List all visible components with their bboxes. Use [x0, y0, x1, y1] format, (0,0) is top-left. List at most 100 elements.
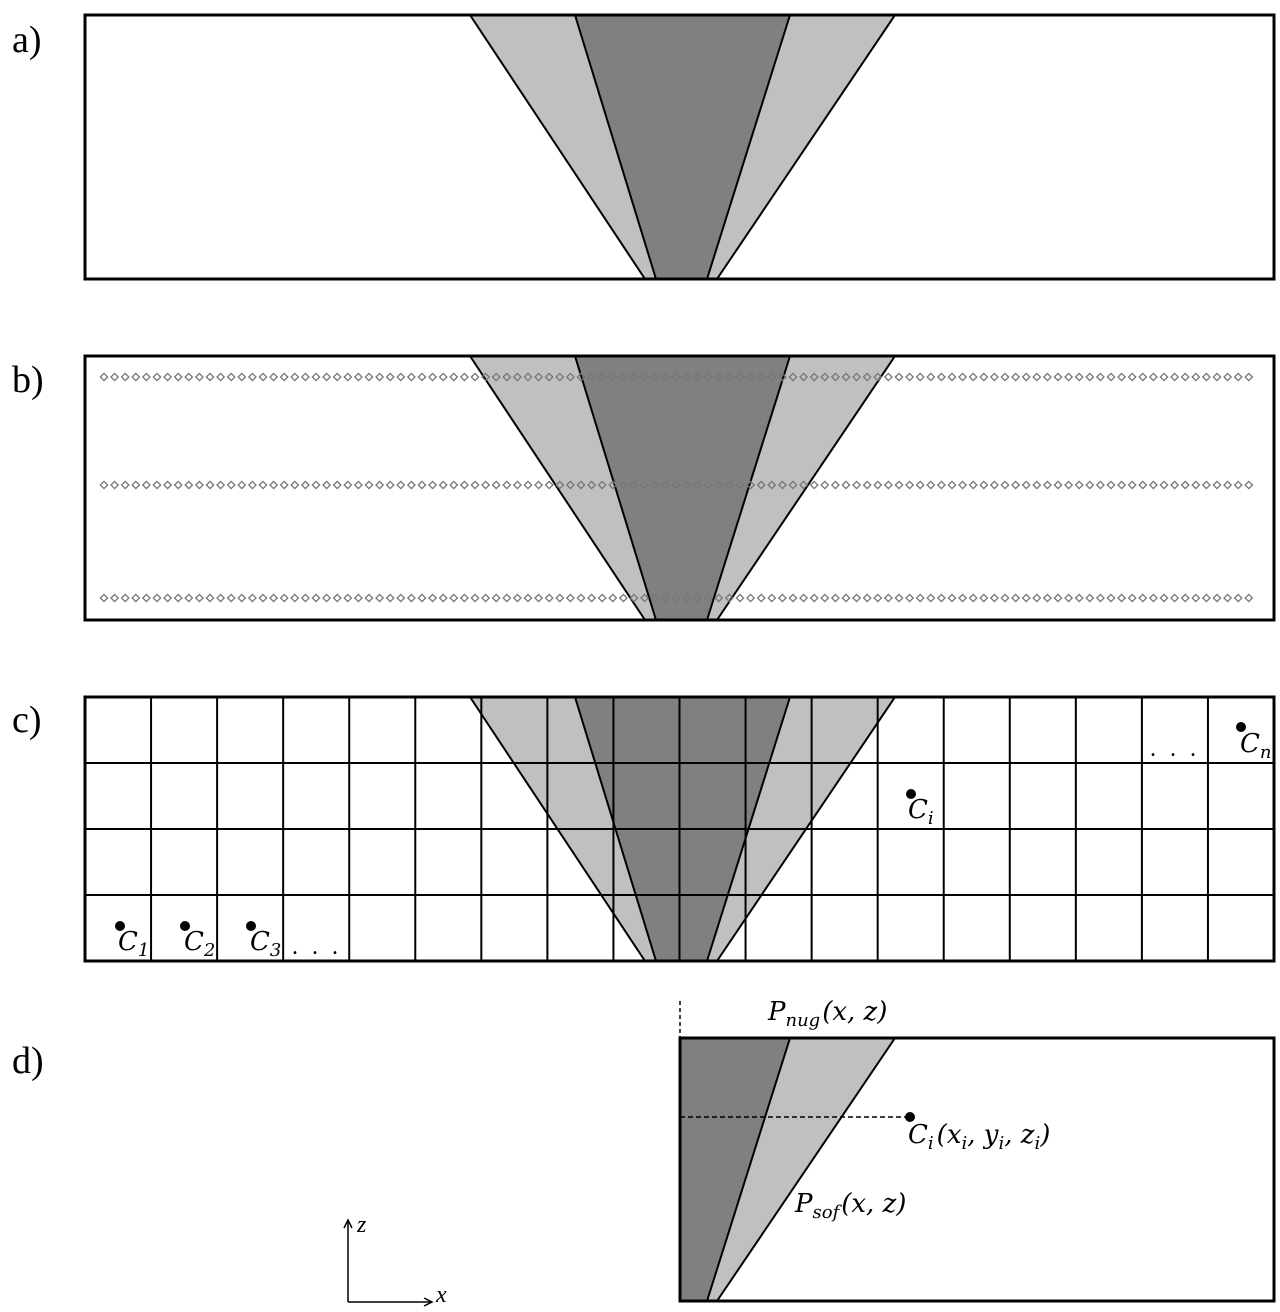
sample-point	[258, 593, 268, 603]
sample-point	[830, 372, 840, 382]
sample-point	[618, 480, 628, 490]
sample-point	[703, 372, 713, 382]
sample-point	[1095, 593, 1105, 603]
sample-point	[809, 480, 819, 490]
panel-d-label: d)	[12, 1040, 44, 1082]
sample-point	[1095, 372, 1105, 382]
sample-point	[724, 480, 734, 490]
z-axis-label: z	[356, 1212, 367, 1238]
sample-point	[671, 593, 681, 603]
sample-point	[756, 372, 766, 382]
sample-point	[120, 480, 130, 490]
sample-point	[905, 372, 915, 382]
sample-point	[534, 593, 544, 603]
sample-point	[555, 372, 565, 382]
panel-a-label: a)	[12, 19, 42, 61]
sample-point	[311, 372, 321, 382]
sample-point	[809, 372, 819, 382]
sample-point	[470, 593, 480, 603]
sample-point	[152, 593, 162, 603]
soft-profile-label: Psof(x, z)	[794, 1189, 906, 1223]
panel-b-label: b)	[12, 359, 44, 401]
sample-point	[438, 372, 448, 382]
sample-point	[640, 480, 650, 490]
sample-point	[385, 372, 395, 382]
sample-point	[385, 480, 395, 490]
sample-point	[1180, 480, 1190, 490]
sample-point	[1212, 480, 1222, 490]
sample-point	[936, 593, 946, 603]
sample-point	[205, 480, 215, 490]
sample-point	[481, 593, 491, 603]
sample-point	[735, 480, 745, 490]
cell-point-c2	[180, 921, 190, 931]
sample-point	[841, 372, 851, 382]
sample-point	[258, 372, 268, 382]
sample-point	[279, 480, 289, 490]
nugget-zone	[575, 15, 790, 279]
point-ci-label: Ci (xi, yi, zi)	[908, 1120, 1050, 1154]
sample-point	[915, 372, 925, 382]
sample-point	[481, 480, 491, 490]
sample-point	[544, 480, 554, 490]
sample-point	[661, 480, 671, 490]
sample-point	[300, 593, 310, 603]
sample-point	[1159, 372, 1169, 382]
sample-point	[968, 593, 978, 603]
sample-point	[237, 593, 247, 603]
sample-point	[194, 593, 204, 603]
sample-point	[1064, 480, 1074, 490]
sample-point	[608, 372, 618, 382]
panel-c: c) C1 C2 C3 . . . Ci . . . Cn	[12, 695, 1276, 963]
ellipsis-bottom: . . .	[292, 934, 342, 960]
sample-point	[449, 480, 459, 490]
sample-point	[1074, 480, 1084, 490]
sample-point	[979, 593, 989, 603]
sample-point	[873, 593, 883, 603]
sample-point	[989, 480, 999, 490]
sample-point	[1011, 480, 1021, 490]
sample-point	[830, 593, 840, 603]
sample-point	[1021, 372, 1031, 382]
sample-point	[873, 480, 883, 490]
sample-point	[873, 372, 883, 382]
sample-point	[788, 480, 798, 490]
sample-point	[894, 593, 904, 603]
sample-point	[459, 593, 469, 603]
sample-point	[618, 372, 628, 382]
sample-point	[428, 372, 438, 382]
cell-point-ci	[906, 789, 916, 799]
sample-point	[99, 480, 109, 490]
sample-point	[1233, 372, 1243, 382]
sample-point	[979, 480, 989, 490]
sample-point	[1148, 372, 1158, 382]
sample-point	[862, 480, 872, 490]
sample-point	[1212, 372, 1222, 382]
sample-point	[131, 593, 141, 603]
sample-point	[1064, 372, 1074, 382]
sample-point	[184, 372, 194, 382]
panel-b: b)	[12, 354, 1276, 622]
sample-point	[322, 480, 332, 490]
sample-point	[926, 480, 936, 490]
coordinate-axes: z x	[343, 1212, 447, 1308]
sample-point	[1021, 593, 1031, 603]
sample-point	[1117, 372, 1127, 382]
sample-point	[693, 480, 703, 490]
ellipsis-top: . . .	[1150, 736, 1200, 762]
sample-point	[406, 372, 416, 382]
sample-point	[756, 593, 766, 603]
sample-point	[809, 593, 819, 603]
sample-point	[1053, 372, 1063, 382]
sample-point	[449, 372, 459, 382]
sample-point	[947, 593, 957, 603]
sample-point	[428, 593, 438, 603]
sample-point	[915, 480, 925, 490]
nugget-zone	[680, 1038, 790, 1301]
sample-point	[1000, 372, 1010, 382]
sample-point	[597, 593, 607, 603]
sample-point	[216, 593, 226, 603]
sample-point	[1042, 480, 1052, 490]
sample-point	[184, 480, 194, 490]
